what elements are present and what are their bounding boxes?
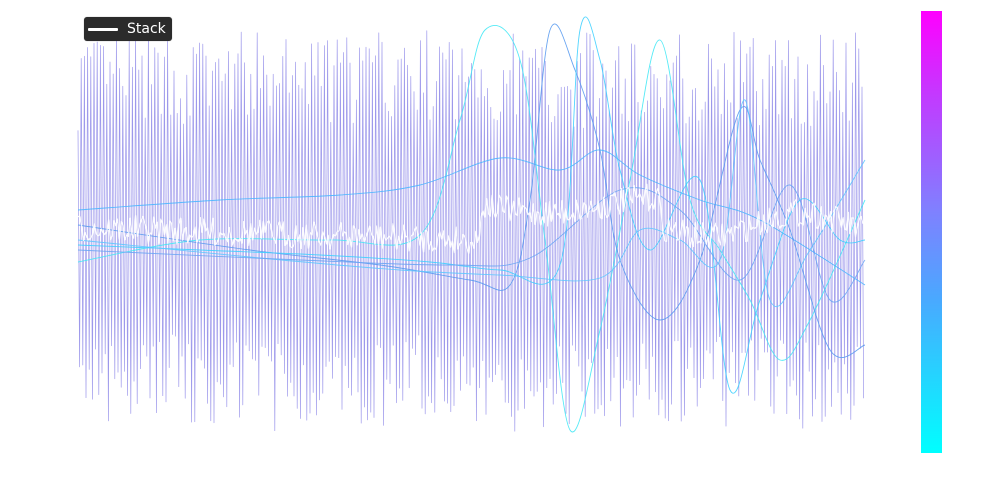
legend-label: Stack <box>127 21 166 37</box>
series-dense-oscillation <box>77 30 864 432</box>
legend-swatch <box>88 27 118 31</box>
series-stack <box>77 183 865 255</box>
series-smooth-curve-4 <box>77 16 866 394</box>
series-smooth-curve-5 <box>77 99 866 308</box>
colorbar <box>921 11 942 453</box>
series-smooth-curve-1 <box>77 25 866 433</box>
legend: Stack <box>84 17 172 41</box>
series-smooth-curve-3 <box>77 23 866 358</box>
series-smooth-curve-2 <box>77 149 866 286</box>
